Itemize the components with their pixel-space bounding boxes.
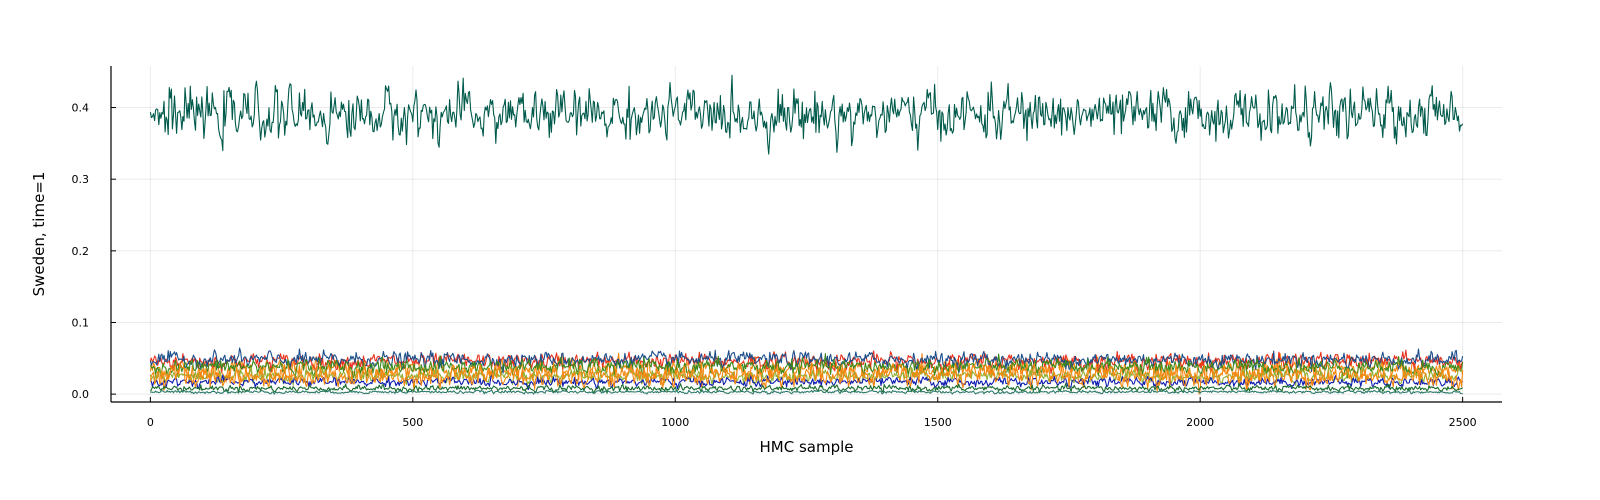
- x-tick-label: 500: [402, 416, 423, 429]
- series-line: [150, 372, 1464, 391]
- series-line: [149, 347, 1464, 374]
- series-layer: [149, 74, 1464, 395]
- x-tick-label: 0: [147, 416, 154, 429]
- y-gridlines: [111, 107, 1502, 395]
- series-line: [149, 353, 1464, 380]
- y-tick-label: 0.1: [72, 316, 90, 329]
- x-tick-label: 1500: [924, 416, 952, 429]
- series-line: [150, 389, 1463, 395]
- x-gridlines: [149, 66, 1464, 402]
- x-axis-title: HMC sample: [760, 438, 854, 456]
- series-line: [149, 382, 1463, 394]
- y-axis-ticks: 0.0 0.1 0.2 0.3 0.4: [72, 102, 116, 401]
- y-tick-label: 0.0: [72, 388, 90, 401]
- x-tick-label: 2500: [1449, 416, 1477, 429]
- y-tick-label: 0.3: [72, 173, 90, 186]
- y-tick-label: 0.4: [72, 102, 90, 115]
- series-line: [149, 74, 1464, 155]
- y-axis-title: Sweden, time=1: [30, 172, 48, 297]
- y-tick-label: 0.2: [72, 245, 90, 258]
- x-tick-label: 1000: [661, 416, 689, 429]
- series-line: [149, 362, 1464, 395]
- x-axis-ticks: 0 500 1000 1500 2000 2500: [147, 397, 1477, 429]
- x-tick-label: 2000: [1186, 416, 1214, 429]
